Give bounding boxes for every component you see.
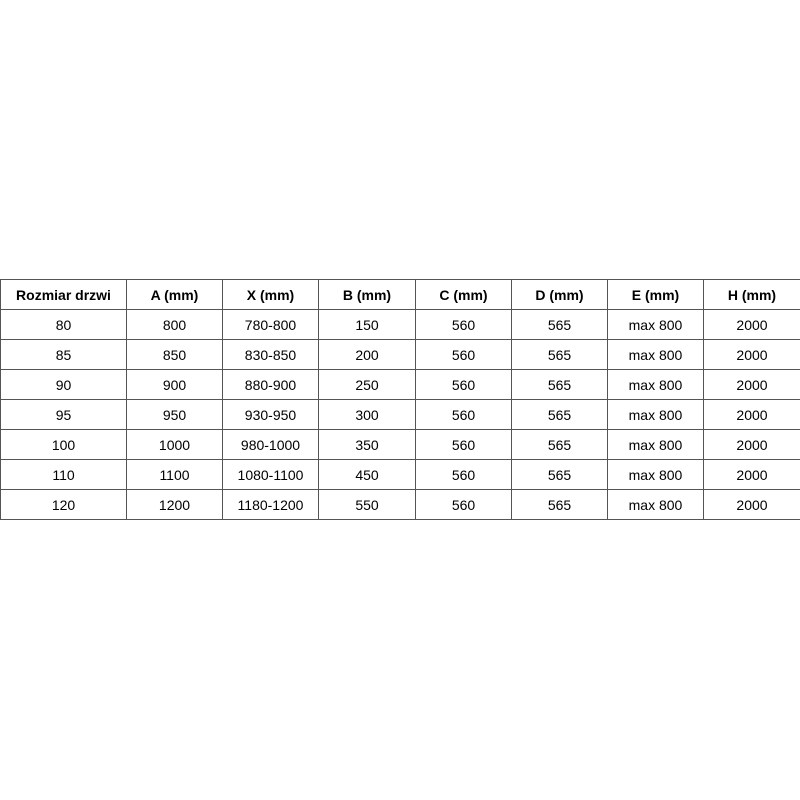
table-cell: 565 — [511, 339, 608, 370]
table-cell: 930-950 — [222, 399, 319, 430]
table-cell: 780-800 — [222, 309, 319, 340]
table-cell: 880-900 — [222, 369, 319, 400]
column-header: A (mm) — [126, 279, 223, 310]
column-header: Rozmiar drzwi — [0, 279, 127, 310]
header-row: Rozmiar drzwi A (mm) X (mm) B (mm) C (mm) D (… — [0, 279, 800, 310]
table-cell: 565 — [511, 489, 608, 520]
table-cell: 2000 — [703, 459, 800, 490]
table-cell: 450 — [318, 459, 416, 490]
table-cell: 900 — [126, 369, 223, 400]
table-cell: 560 — [415, 399, 512, 430]
table-cell: 565 — [511, 429, 608, 460]
table-cell: max 800 — [607, 489, 704, 520]
table-cell: 1080-1100 — [222, 459, 319, 490]
table-cell: 950 — [126, 399, 223, 430]
table-cell: 560 — [415, 429, 512, 460]
table-cell: 565 — [511, 399, 608, 430]
table-cell: 300 — [318, 399, 416, 430]
table-cell: 2000 — [703, 429, 800, 460]
table-cell: max 800 — [607, 339, 704, 370]
table-cell: max 800 — [607, 399, 704, 430]
table-cell: 120 — [0, 489, 127, 520]
table-cell: 95 — [0, 399, 127, 430]
table-cell: 560 — [415, 339, 512, 370]
table-cell: 2000 — [703, 309, 800, 340]
table-cell: max 800 — [607, 459, 704, 490]
table-cell: 100 — [0, 429, 127, 460]
table-cell: 565 — [511, 459, 608, 490]
table-cell: 560 — [415, 489, 512, 520]
table-cell: 200 — [318, 339, 416, 370]
table-row: 110 1100 1080-1100 450 560 565 max 800 2000 — [0, 459, 800, 490]
table-cell: 565 — [511, 369, 608, 400]
table-cell: 560 — [415, 459, 512, 490]
table-cell: 800 — [126, 309, 223, 340]
table-cell: 850 — [126, 339, 223, 370]
table-row: 100 1000 980-1000 350 560 565 max 800 2000 — [0, 429, 800, 460]
column-header: H (mm) — [703, 279, 800, 310]
table-cell: 90 — [0, 369, 127, 400]
table-cell: 2000 — [703, 339, 800, 370]
table-cell: 1200 — [126, 489, 223, 520]
column-header: C (mm) — [415, 279, 512, 310]
table-row: 90 900 880-900 250 560 565 max 800 2000 — [0, 369, 800, 400]
table-cell: 110 — [0, 459, 127, 490]
column-header: E (mm) — [607, 279, 704, 310]
table-row: 95 950 930-950 300 560 565 max 800 2000 — [0, 399, 800, 430]
table-cell: max 800 — [607, 309, 704, 340]
table-cell: 85 — [0, 339, 127, 370]
table-row: 120 1200 1180-1200 550 560 565 max 800 2000 — [0, 489, 800, 520]
table-cell: 2000 — [703, 489, 800, 520]
table-row: 85 850 830-850 200 560 565 max 800 2000 — [0, 339, 800, 370]
column-header: X (mm) — [222, 279, 319, 310]
table-row: 80 800 780-800 150 560 565 max 800 2000 — [0, 309, 800, 340]
table-cell: 250 — [318, 369, 416, 400]
table-cell: 565 — [511, 309, 608, 340]
table-cell: 560 — [415, 309, 512, 340]
table-cell: 2000 — [703, 399, 800, 430]
table-cell: 350 — [318, 429, 416, 460]
column-header: D (mm) — [511, 279, 608, 310]
column-header: B (mm) — [318, 279, 416, 310]
table-cell: 560 — [415, 369, 512, 400]
table-cell: 550 — [318, 489, 416, 520]
table-cell: max 800 — [607, 429, 704, 460]
table-cell: 980-1000 — [222, 429, 319, 460]
table-cell: 830-850 — [222, 339, 319, 370]
table-cell: max 800 — [607, 369, 704, 400]
table-cell: 150 — [318, 309, 416, 340]
table-cell: 1000 — [126, 429, 223, 460]
table-cell: 1100 — [126, 459, 223, 490]
dimensions-table: Rozmiar drzwi A (mm) X (mm) B (mm) C (mm) D (… — [0, 279, 800, 520]
table-cell: 2000 — [703, 369, 800, 400]
table-cell: 1180-1200 — [222, 489, 319, 520]
table-cell: 80 — [0, 309, 127, 340]
